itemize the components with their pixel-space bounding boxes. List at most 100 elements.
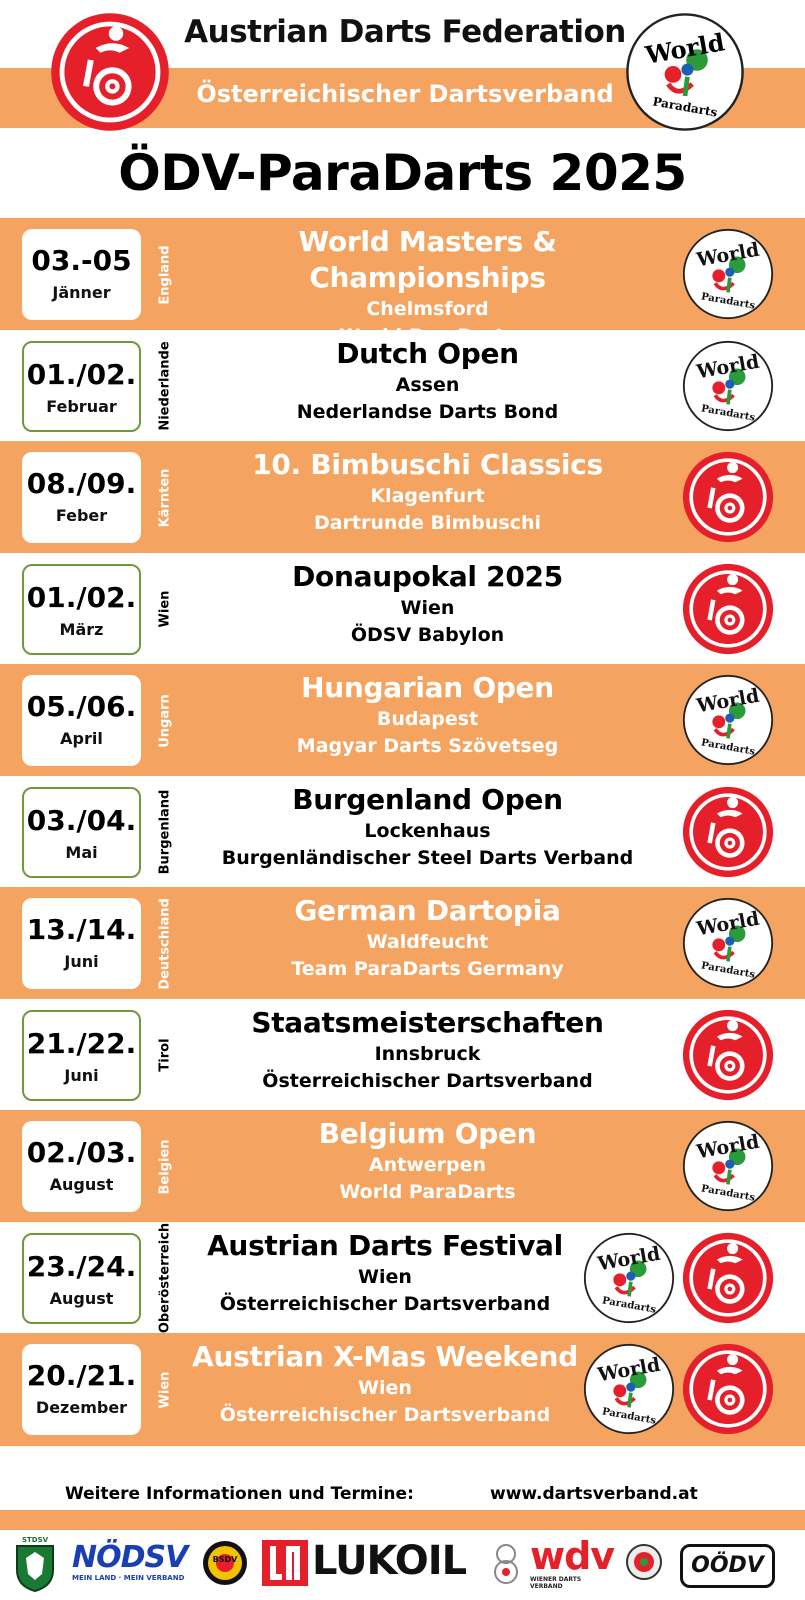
event-title: German Dartopia xyxy=(294,894,561,927)
event-organizer: Magyar Darts Szövetseg xyxy=(296,735,559,757)
event-region-label: Niederlande xyxy=(157,341,173,431)
dart-club-crest xyxy=(492,1540,520,1590)
event-date: 01./02. xyxy=(26,357,137,391)
event-row: 08./09. Feber Kärnten 10. Bimbuschi Classic… xyxy=(0,441,805,554)
event-region: Wien xyxy=(150,1333,180,1446)
event-details: Austrian Darts Festival Wien Österreichisc… xyxy=(185,1228,585,1318)
event-title: Austrian X-Mas Weekend xyxy=(192,1340,578,1373)
event-month: Februar xyxy=(46,396,117,416)
wdv-logo-text: wdv xyxy=(530,1534,615,1578)
event-details: Donaupokal 2025 Wien ÖDSV Babylon xyxy=(185,559,670,649)
world-paradarts-logo: World Paradarts xyxy=(682,228,774,320)
event-city: Wien xyxy=(358,1377,412,1399)
date-box: 01./02. Februar xyxy=(22,340,141,432)
event-region-label: Tirol xyxy=(157,1038,173,1072)
footer-band xyxy=(0,1510,805,1530)
event-region: Ungarn xyxy=(150,664,180,777)
event-city: Wien xyxy=(358,1265,412,1288)
event-row: 01./02. März Wien Donaupokal 2025 Wien ÖDSV B… xyxy=(0,552,805,666)
event-region: Niederlande xyxy=(150,330,180,443)
world-paradarts-logo: World Paradarts xyxy=(682,1120,774,1212)
event-title: Staatsmeisterschaften xyxy=(251,1005,604,1039)
event-organizer: ÖDSV Babylon xyxy=(350,623,505,646)
event-date: 03./04. xyxy=(26,803,137,837)
event-date: 20./21. xyxy=(26,1359,137,1392)
event-organizer: Burgenländischer Steel Darts Verband xyxy=(221,846,634,869)
date-box: 05./06. April xyxy=(22,675,141,766)
event-date: 01./02. xyxy=(26,580,137,614)
event-month: August xyxy=(49,1288,114,1308)
event-city: Assen xyxy=(395,373,460,396)
event-details: Belgium Open Antwerpen World ParaDarts xyxy=(185,1116,670,1206)
oodv-logo: OÖDV xyxy=(680,1544,775,1588)
event-row: 05./06. April Ungarn Hungarian Open Budapest… xyxy=(0,664,805,777)
date-box: 13./14. Juni xyxy=(22,898,141,989)
info-label: Weitere Informationen und Termine: xyxy=(65,1484,414,1504)
event-organizer: Österreichischer Dartsverband xyxy=(219,1404,551,1426)
lukoil-logo-text: LUKOIL xyxy=(312,1538,467,1584)
event-month: Dezember xyxy=(35,1398,128,1417)
event-title: Belgium Open xyxy=(318,1117,537,1150)
event-region-label: Oberösterreich xyxy=(157,1222,173,1334)
event-date: 08./09. xyxy=(26,467,137,500)
event-row: 01./02. Februar Niederlande Dutch Open Assen… xyxy=(0,329,805,443)
event-title: 10. Bimbuschi Classics xyxy=(252,448,603,481)
world-paradarts-logo: World Paradarts xyxy=(682,897,774,989)
wdv-tagline: WIENER DARTS VERBAND xyxy=(530,1576,582,1590)
event-title: Austrian Darts Festival xyxy=(207,1228,563,1262)
event-row: 23./24. August Oberösterreich Austrian Dart… xyxy=(0,1221,805,1335)
event-date: 05./06. xyxy=(26,690,137,723)
bsdv-logo: BSDV xyxy=(202,1540,248,1586)
event-title: World Masters & Championships xyxy=(298,225,557,294)
page-title: ÖDV-ParaDarts 2025 xyxy=(118,144,687,202)
event-month: April xyxy=(60,729,103,748)
oodv-logo-text: OÖDV xyxy=(691,1553,764,1578)
odv-logo xyxy=(50,12,170,132)
event-date: 21./22. xyxy=(26,1026,137,1060)
date-box: 21./22. Juni xyxy=(22,1009,141,1101)
event-details: Staatsmeisterschaften Innsbruck Österreich… xyxy=(185,1005,670,1095)
event-region-label: Burgenland xyxy=(157,789,173,875)
date-box: 08./09. Feber xyxy=(22,452,141,543)
event-region: Tirol xyxy=(150,999,180,1112)
event-region-label: Kärnten xyxy=(157,468,173,527)
website-link[interactable]: www.dartsverband.at xyxy=(490,1484,698,1504)
event-month: Jänner xyxy=(52,283,111,302)
event-organizer: Dartrunde Bimbuschi xyxy=(313,512,542,534)
event-month: März xyxy=(59,619,104,639)
event-row: 02./03. August Belgien Belgium Open Antwerpe… xyxy=(0,1110,805,1223)
date-box: 02./03. August xyxy=(22,1121,141,1212)
odv-logo xyxy=(682,451,774,543)
event-city: Lockenhaus xyxy=(364,819,491,842)
odv-logo xyxy=(682,1232,774,1324)
event-organizer: Österreichischer Dartsverband xyxy=(262,1069,593,1092)
event-details: German Dartopia Waldfeucht Team ParaDarts … xyxy=(185,893,670,983)
event-month: Mai xyxy=(65,842,98,862)
event-row: 03./04. Mai Burgenland Burgenland Open Locke… xyxy=(0,775,805,889)
event-row: 13./14. Juni Deutschland German Dartopia Wal… xyxy=(0,887,805,1000)
event-region-label: Belgien xyxy=(157,1138,173,1195)
federation-title: Austrian Darts Federation xyxy=(184,14,626,50)
event-city: Wien xyxy=(400,596,455,619)
event-region: Belgien xyxy=(150,1110,180,1223)
event-title: Dutch Open xyxy=(336,336,519,370)
event-city: Antwerpen xyxy=(368,1154,487,1176)
nodsv-tagline: MEIN LAND · MEIN VERBAND xyxy=(72,1574,185,1582)
world-paradarts-logo: World Paradarts xyxy=(583,1343,675,1435)
event-row: 20./21. Dezember Wien Austrian X-Mas Weeken… xyxy=(0,1333,805,1446)
federation-subtitle: Österreichischer Dartsverband xyxy=(196,80,614,108)
event-month: Feber xyxy=(55,506,108,525)
event-title: Hungarian Open xyxy=(301,671,554,704)
event-date: 13./14. xyxy=(26,913,137,946)
event-details: Hungarian Open Budapest Magyar Darts Szöve… xyxy=(185,670,670,760)
event-region-label: Wien xyxy=(157,1371,173,1408)
event-month: Juni xyxy=(64,1065,99,1085)
stdsv-logo: STDSV xyxy=(14,1536,56,1594)
date-box: 01./02. März xyxy=(22,563,141,655)
event-details: Dutch Open Assen Nederlandse Darts Bond xyxy=(185,336,670,426)
date-box: 20./21. Dezember xyxy=(22,1344,141,1435)
darts-crest xyxy=(624,1538,664,1588)
bsdv-logo-text: BSDV xyxy=(212,1555,238,1564)
event-city: Innsbruck xyxy=(374,1042,481,1065)
event-city: Klagenfurt xyxy=(370,485,485,507)
